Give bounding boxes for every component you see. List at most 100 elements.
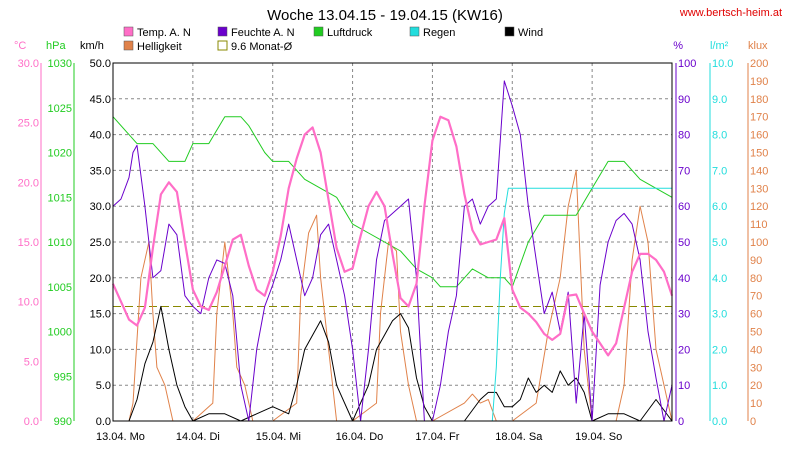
legend: Temp. A. N Feuchte A. N Luftdruck Regen Wind…	[123, 26, 543, 53]
y-tick-wind: 45.0	[90, 94, 111, 106]
unit-luftdruck: hPa	[46, 40, 66, 52]
y-tick-luftdruck: 1025	[48, 103, 72, 115]
y-tick-helligkeit: 90	[750, 255, 762, 267]
series-line-feuchte	[112, 80, 673, 422]
y-tick-helligkeit: 190	[750, 76, 768, 88]
legend-label-temp: Temp. A. N	[137, 27, 191, 39]
x-tick-label: 15.04. Mi	[256, 431, 301, 443]
series-line-wind	[113, 305, 673, 422]
y-tick-regen: 3.0	[712, 309, 727, 321]
y-tick-helligkeit: 70	[750, 291, 762, 303]
legend-swatch-luftdruck	[313, 26, 324, 37]
y-tick-temp: 5.0	[24, 356, 39, 368]
unit-helligkeit: klux	[748, 40, 768, 52]
y-tick-helligkeit: 160	[750, 130, 768, 142]
unit-temp: °C	[14, 40, 26, 52]
x-tick-label: 16.04. Do	[336, 431, 384, 443]
y-tick-feuchte: 100	[678, 58, 696, 70]
plot-frame	[112, 62, 673, 422]
y-tick-temp: 25.0	[18, 118, 39, 130]
y-tick-helligkeit: 40	[750, 344, 762, 356]
unit-feuchte: %	[673, 40, 683, 52]
y-tick-feuchte: 80	[678, 130, 690, 142]
legend-label-helligkeit: Helligkeit	[137, 41, 182, 53]
y-tick-feuchte: 0	[678, 416, 684, 428]
y-axes: 30.025.020.015.010.05.00.010301025102010…	[18, 58, 769, 428]
y-tick-luftdruck: 1020	[48, 148, 72, 160]
y-tick-helligkeit: 170	[750, 112, 768, 124]
x-tick-label: 17.04. Fr	[415, 431, 459, 443]
y-tick-wind: 30.0	[90, 201, 111, 213]
y-tick-regen: 4.0	[712, 273, 727, 285]
y-tick-regen: 0.0	[712, 416, 727, 428]
y-tick-helligkeit: 200	[750, 58, 768, 70]
y-tick-luftdruck: 1005	[48, 282, 72, 294]
y-tick-regen: 5.0	[712, 237, 727, 249]
legend-swatch-feuchte	[217, 26, 228, 37]
y-tick-helligkeit: 20	[750, 380, 762, 392]
legend-label-regen: Regen	[423, 27, 455, 39]
y-tick-temp: 0.0	[24, 416, 39, 428]
x-tick-label: 19.04. So	[575, 431, 622, 443]
axis-units: °C hPa km/h% l/m² klux	[14, 40, 768, 52]
y-tick-wind: 50.0	[90, 58, 111, 70]
unit-regen: l/m²	[710, 40, 729, 52]
y-tick-helligkeit: 30	[750, 362, 762, 374]
y-tick-helligkeit: 100	[750, 237, 768, 249]
chart-title: Woche 13.04.15 - 19.04.15 (KW16)	[267, 7, 503, 24]
x-tick-label: 18.04. Sa	[495, 431, 543, 443]
legend-swatch-temp	[123, 26, 134, 37]
y-tick-helligkeit: 150	[750, 148, 768, 160]
unit-wind: km/h	[80, 40, 104, 52]
y-tick-wind: 10.0	[90, 344, 111, 356]
y-tick-regen: 9.0	[712, 94, 727, 106]
y-tick-helligkeit: 50	[750, 327, 762, 339]
y-tick-regen: 2.0	[712, 344, 727, 356]
legend-label-monat: 9.6 Monat-Ø	[231, 41, 293, 53]
y-tick-luftdruck: 990	[54, 416, 72, 428]
y-tick-regen: 1.0	[712, 380, 727, 392]
series-line-luftdruck	[112, 116, 673, 288]
y-tick-wind: 25.0	[90, 237, 111, 249]
y-tick-helligkeit: 130	[750, 183, 768, 195]
y-tick-helligkeit: 0	[750, 416, 756, 428]
y-tick-helligkeit: 120	[750, 201, 768, 213]
y-tick-wind: 20.0	[90, 273, 111, 285]
legend-swatch-wind	[504, 26, 515, 37]
x-axis: 13.04. Mo 14.04. Di 15.04. Mi 16.04. Do 17.0…	[96, 431, 622, 443]
y-tick-wind: 0.0	[96, 416, 111, 428]
y-tick-feuchte: 90	[678, 94, 690, 106]
y-tick-regen: 6.0	[712, 201, 727, 213]
y-tick-feuchte: 40	[678, 273, 690, 285]
series-layer	[111, 80, 674, 422]
y-tick-luftdruck: 1000	[48, 327, 72, 339]
legend-label-wind: Wind	[518, 27, 543, 39]
y-tick-feuchte: 70	[678, 165, 690, 177]
x-tick-label: 13.04. Mo	[96, 431, 145, 443]
y-tick-feuchte: 30	[678, 309, 690, 321]
y-tick-luftdruck: 1010	[48, 237, 72, 249]
legend-label-luftdruck: Luftdruck	[327, 27, 373, 39]
y-tick-temp: 10.0	[18, 297, 39, 309]
y-tick-helligkeit: 140	[750, 165, 768, 177]
y-tick-helligkeit: 180	[750, 94, 768, 106]
legend-swatch-regen	[409, 26, 420, 37]
y-tick-helligkeit: 10	[750, 398, 762, 410]
y-tick-regen: 8.0	[712, 130, 727, 142]
y-tick-feuchte: 50	[678, 237, 690, 249]
y-tick-regen: 7.0	[712, 165, 727, 177]
y-tick-helligkeit: 60	[750, 309, 762, 321]
series-line-temp	[111, 115, 674, 357]
source-url: www.bertsch-heim.at	[679, 7, 782, 19]
y-tick-wind: 35.0	[90, 165, 111, 177]
y-tick-temp: 30.0	[18, 58, 39, 70]
legend-label-feuchte: Feuchte A. N	[231, 27, 295, 39]
y-tick-helligkeit: 80	[750, 273, 762, 285]
y-tick-feuchte: 10	[678, 380, 690, 392]
y-tick-feuchte: 60	[678, 201, 690, 213]
y-tick-wind: 5.0	[96, 380, 111, 392]
x-tick-label: 14.04. Di	[176, 431, 220, 443]
legend-swatch-monat	[217, 40, 228, 51]
y-tick-temp: 20.0	[18, 177, 39, 189]
